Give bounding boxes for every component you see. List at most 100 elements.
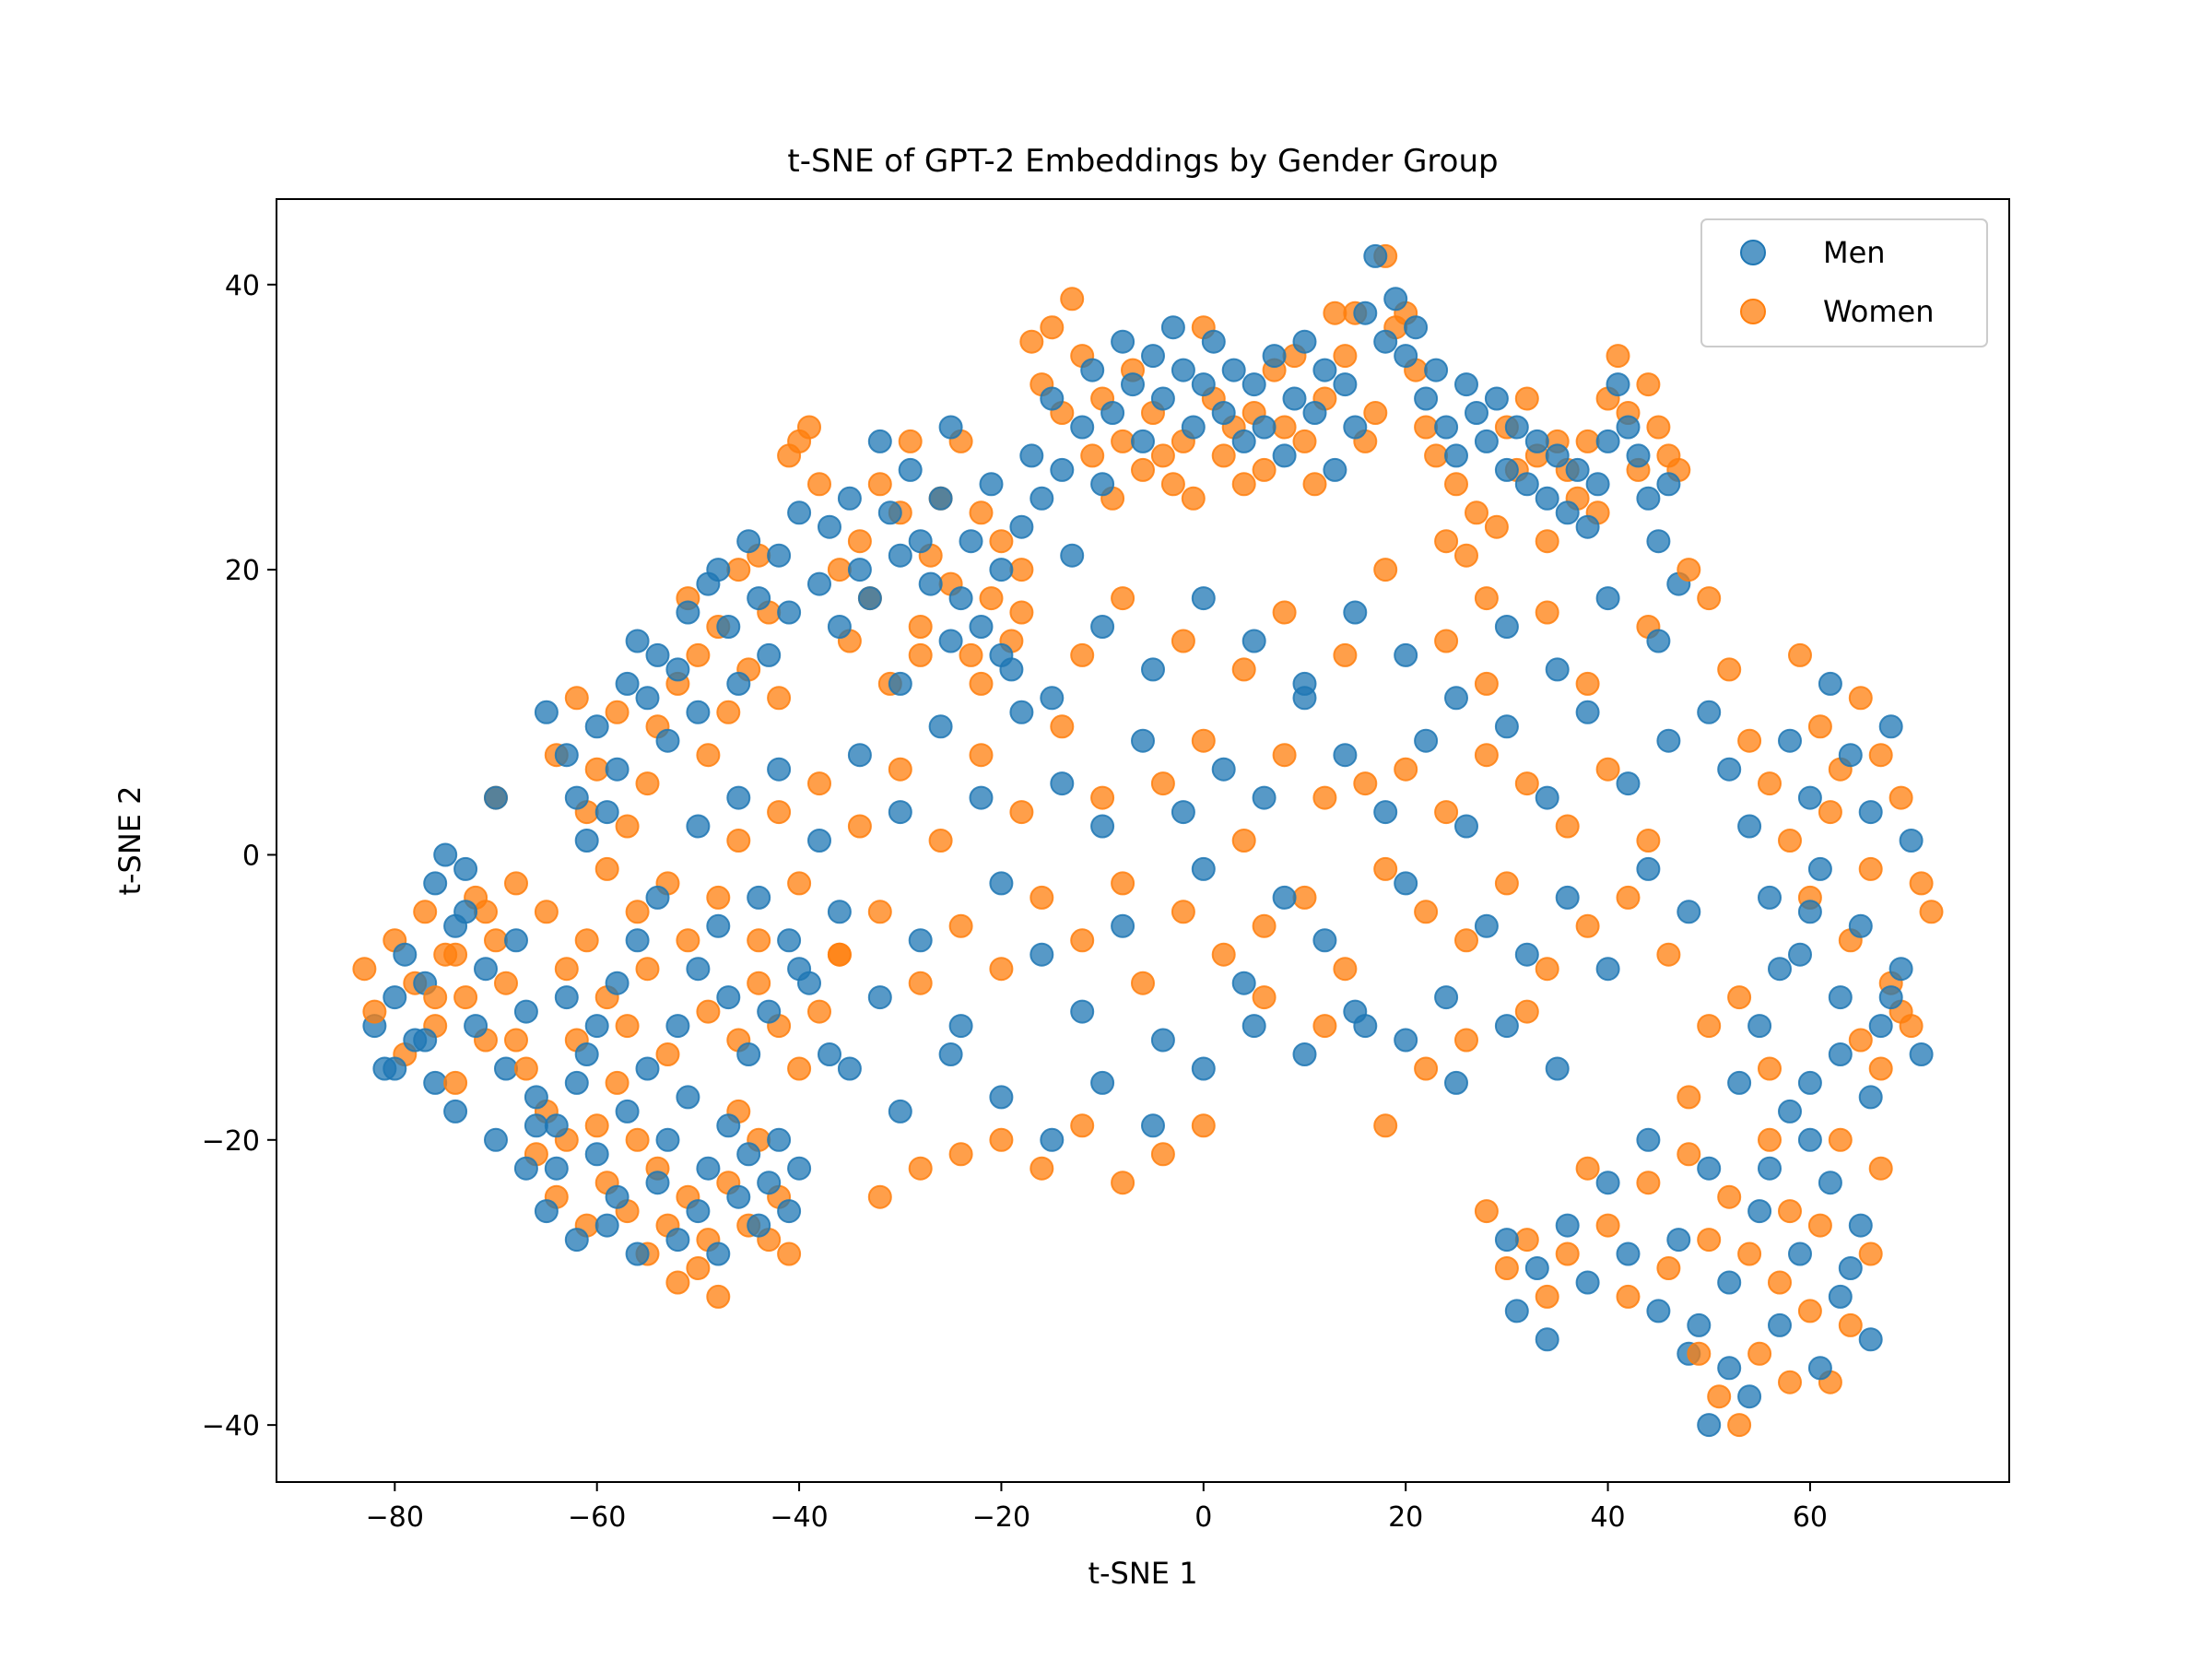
men-point	[1465, 401, 1488, 425]
women-point	[1111, 1171, 1135, 1195]
women-point	[1231, 472, 1256, 497]
men-point	[1636, 486, 1661, 511]
men-point	[1050, 771, 1075, 796]
men-point	[1878, 714, 1903, 739]
men-point	[443, 1099, 468, 1124]
men-point	[1009, 700, 1034, 724]
men-point	[625, 1241, 650, 1266]
men-point	[1141, 657, 1165, 682]
women-point	[362, 999, 387, 1024]
men-point	[1191, 372, 1216, 397]
men-point	[1858, 800, 1883, 825]
men-point	[797, 971, 821, 995]
y-tick-label: 0	[242, 840, 260, 872]
men-point	[584, 1014, 609, 1039]
men-point	[1666, 1228, 1691, 1253]
men-point	[574, 1042, 599, 1066]
men-point	[686, 957, 711, 982]
men-point	[686, 1199, 711, 1224]
women-point	[1717, 1184, 1742, 1209]
men-point	[1363, 243, 1388, 268]
women-point	[989, 957, 1014, 982]
men-point	[1575, 700, 1600, 724]
men-point	[484, 785, 508, 810]
men-point	[615, 1099, 640, 1124]
women-point	[1474, 743, 1499, 768]
men-point	[867, 429, 892, 453]
men-point	[777, 600, 802, 625]
women-point	[655, 1042, 680, 1066]
women-point	[1707, 1384, 1732, 1409]
men-point	[1888, 957, 1913, 982]
men-point	[1595, 1171, 1620, 1195]
men-point	[867, 985, 892, 1010]
women-point	[1595, 757, 1620, 782]
women-point	[1807, 714, 1832, 739]
y-tick-label: 20	[225, 555, 260, 587]
men-point	[1019, 443, 1044, 468]
women-point	[1272, 600, 1297, 625]
men-point	[1394, 1028, 1418, 1053]
men-point	[1555, 1213, 1580, 1238]
men-point	[696, 1156, 721, 1181]
men-point	[1524, 1256, 1549, 1280]
men-point	[736, 1142, 761, 1167]
men-point	[1494, 714, 1519, 739]
men-point	[524, 1085, 548, 1110]
women-point	[1848, 1028, 1873, 1053]
men-point	[1292, 1042, 1317, 1066]
men-point	[1838, 743, 1863, 768]
women-point	[787, 871, 812, 896]
men-point	[1768, 957, 1792, 982]
men-point	[1494, 1228, 1519, 1253]
men-point	[1040, 386, 1065, 411]
men-point	[433, 842, 458, 867]
women-point	[564, 686, 589, 711]
women-point	[1474, 1199, 1499, 1224]
men-point	[1807, 1356, 1832, 1381]
men-point	[1717, 1270, 1742, 1295]
women-point	[1697, 1228, 1722, 1253]
women-point	[1868, 1056, 1893, 1081]
women-point	[1919, 900, 1944, 924]
men-point	[1606, 372, 1630, 397]
x-tick-label: −40	[770, 1501, 828, 1534]
women-point	[747, 928, 771, 953]
men-point	[605, 757, 629, 782]
women-point	[1465, 500, 1488, 525]
men-point	[1252, 415, 1277, 440]
men-point	[1414, 386, 1439, 411]
men-point	[494, 1056, 518, 1081]
women-point	[1656, 1256, 1681, 1280]
men-point	[1040, 1127, 1065, 1152]
women-point	[948, 1142, 973, 1167]
women-point	[676, 928, 700, 953]
women-point	[1677, 558, 1701, 582]
women-point	[1211, 942, 1236, 967]
men-point	[1131, 429, 1155, 453]
men-point	[948, 586, 973, 611]
women-point	[1474, 671, 1499, 696]
men-point	[777, 1199, 802, 1224]
men-point	[1343, 600, 1368, 625]
men-point	[847, 743, 872, 768]
women-point	[584, 1113, 609, 1138]
men-point	[423, 871, 448, 896]
x-axis: −80 −60 −40 −20 0 20 40 60	[366, 1482, 1828, 1534]
men-point	[979, 472, 1004, 497]
men-point	[948, 1014, 973, 1039]
women-point	[1636, 372, 1661, 397]
women-point	[1191, 728, 1216, 753]
men-point	[989, 558, 1014, 582]
men-point	[655, 728, 680, 753]
women-point	[1302, 472, 1327, 497]
men-point	[1454, 372, 1478, 397]
men-point	[1828, 1284, 1853, 1309]
men-point	[1575, 1270, 1600, 1295]
women-point	[1606, 344, 1630, 369]
women-point	[726, 829, 751, 853]
women-point	[1292, 885, 1317, 910]
women-point	[787, 1056, 812, 1081]
men-point	[513, 1156, 538, 1181]
men-point	[1717, 757, 1742, 782]
